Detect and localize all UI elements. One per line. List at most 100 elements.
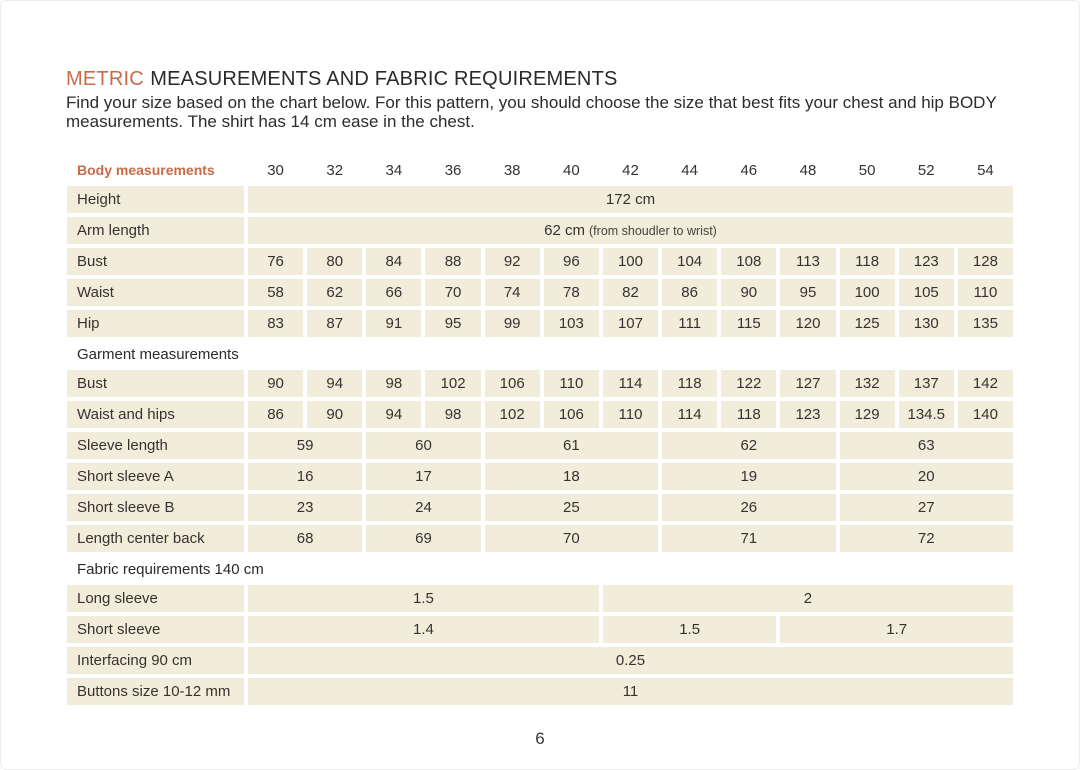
page-number: 6 xyxy=(535,729,545,748)
table-row: Waist 58 62 66 70 74 78 82 86 90 95 100 105 110 xyxy=(67,279,1013,306)
value-cell: 123 xyxy=(780,401,836,428)
value-cell: 110 xyxy=(602,401,659,428)
value-cell: 118 xyxy=(662,370,718,397)
value-cell: 114 xyxy=(602,370,659,397)
table-row: Short sleeve A 16 17 18 19 20 xyxy=(67,463,1013,490)
value-cell: 88 xyxy=(425,248,481,275)
value-cell: 110 xyxy=(543,370,599,397)
value-cell: 118 xyxy=(839,248,895,275)
value-cell: 70 xyxy=(425,279,481,306)
page-content: METRIC MEASUREMENTS AND FABRIC REQUIREMEN… xyxy=(1,1,1079,705)
size-column-header: 44 xyxy=(681,161,698,179)
value-cell: 63 xyxy=(839,432,1013,459)
value-cell: 100 xyxy=(602,248,659,275)
table-row: Short sleeve 1.4 1.5 1.7 xyxy=(67,616,1013,643)
value-cell: 62 cm (from shoudler to wrist) xyxy=(248,217,1013,244)
size-column-header: 38 xyxy=(503,161,521,179)
value-cell: 98 xyxy=(425,401,481,428)
table-row: Hip 83 87 91 95 99 103 107 111 115 120 125 130 135 xyxy=(67,310,1013,337)
row-label: Bust xyxy=(67,248,244,275)
measurement-table: Body measurements 30 32 34 36 38 40 42 44 46 48 50… xyxy=(67,159,1013,705)
value-cell: 114 xyxy=(662,401,718,428)
row-label: Short sleeve B xyxy=(67,494,244,521)
size-column-header: 34 xyxy=(385,161,403,179)
page-title: METRIC MEASUREMENTS AND FABRIC REQUIREMEN… xyxy=(66,67,1011,91)
table-row: Waist and hips 86 90 94 98 102 106 110 114 118 123… xyxy=(67,401,1013,428)
value-cell: 129 xyxy=(839,401,895,428)
value-cell: 107 xyxy=(602,310,659,337)
page-title-accent: METRIC xyxy=(66,68,144,90)
value-cell: 61 xyxy=(484,432,659,459)
value-cell: 83 xyxy=(248,310,304,337)
page-title-rest: MEASUREMENTS AND FABRIC REQUIREMENTS xyxy=(150,68,618,90)
value-cell: 27 xyxy=(839,494,1013,521)
value-cell: 24 xyxy=(366,494,481,521)
value-cell: 113 xyxy=(780,248,836,275)
body-measurements-header-label: Body measurements xyxy=(77,162,215,178)
table-row: Bust 90 94 98 102 106 110 114 118 122 127 132 137 142 xyxy=(67,370,1013,397)
table-row: Interfacing 90 cm 0.25 xyxy=(67,647,1013,674)
size-column-header: 46 xyxy=(740,161,758,179)
row-label: Short sleeve A xyxy=(67,463,244,490)
row-label: Sleeve length xyxy=(67,432,244,459)
value-cell: 142 xyxy=(957,370,1013,397)
table-row: Buttons size 10-12 mm 11 xyxy=(67,678,1013,705)
value-cell: 103 xyxy=(543,310,599,337)
row-label: Buttons size 10-12 mm xyxy=(67,678,244,705)
value-cell: 118 xyxy=(721,401,777,428)
value-cell: 91 xyxy=(366,310,422,337)
value-cell: 92 xyxy=(484,248,540,275)
size-column-header: 42 xyxy=(622,161,639,179)
value-cell: 80 xyxy=(307,248,363,275)
value-cell: 122 xyxy=(721,370,777,397)
row-label: Waist and hips xyxy=(67,401,244,428)
value-cell: 108 xyxy=(721,248,777,275)
value-cell: 0.25 xyxy=(248,647,1013,674)
value-cell: 94 xyxy=(366,401,422,428)
value-cell: 82 xyxy=(602,279,659,306)
table-row: Long sleeve 1.5 2 xyxy=(67,585,1013,612)
table-row: Length center back 68 69 70 71 72 xyxy=(67,525,1013,552)
table-row: Short sleeve B 23 24 25 26 27 xyxy=(67,494,1013,521)
value-note: (from shoudler to wrist) xyxy=(589,223,717,238)
value-cell: 19 xyxy=(662,463,836,490)
size-column-header: 30 xyxy=(267,161,284,179)
value-cell: 84 xyxy=(366,248,422,275)
value-cell: 95 xyxy=(780,279,836,306)
value-cell: 120 xyxy=(780,310,836,337)
row-label: Hip xyxy=(67,310,244,337)
row-label: Arm length xyxy=(67,217,244,244)
value-cell: 98 xyxy=(366,370,422,397)
row-label: Bust xyxy=(67,370,244,397)
size-column-header: 32 xyxy=(326,161,344,179)
table-row: Arm length 62 cm (from shoudler to wrist) xyxy=(67,217,1013,244)
value-cell: 70 xyxy=(484,525,659,552)
value-cell: 25 xyxy=(484,494,659,521)
value-cell: 2 xyxy=(602,585,1013,612)
value-cell: 86 xyxy=(662,279,718,306)
value-cell: 90 xyxy=(248,370,304,397)
value-cell: 86 xyxy=(248,401,304,428)
value-cell: 60 xyxy=(366,432,481,459)
value-cell: 105 xyxy=(898,279,954,306)
value-cell: 1.4 xyxy=(248,616,599,643)
value-cell: 115 xyxy=(721,310,777,337)
row-label: Waist xyxy=(67,279,244,306)
size-column-header: 54 xyxy=(977,161,994,179)
value-cell: 66 xyxy=(366,279,422,306)
value-cell: 87 xyxy=(307,310,363,337)
value-cell: 74 xyxy=(484,279,540,306)
size-column-header: 50 xyxy=(858,161,876,179)
value-cell: 128 xyxy=(957,248,1013,275)
value-cell: 11 xyxy=(248,678,1013,705)
row-label: Length center back xyxy=(67,525,244,552)
row-label: Short sleeve xyxy=(67,616,244,643)
value-cell: 72 xyxy=(839,525,1013,552)
value-cell: 95 xyxy=(425,310,481,337)
value-cell: 18 xyxy=(484,463,659,490)
value-cell: 1.5 xyxy=(248,585,599,612)
value-cell: 135 xyxy=(957,310,1013,337)
page-subtitle: Find your size based on the chart below.… xyxy=(66,93,997,131)
table-header-row: Body measurements 30 32 34 36 38 40 42 44 46 48 50… xyxy=(67,159,1013,181)
